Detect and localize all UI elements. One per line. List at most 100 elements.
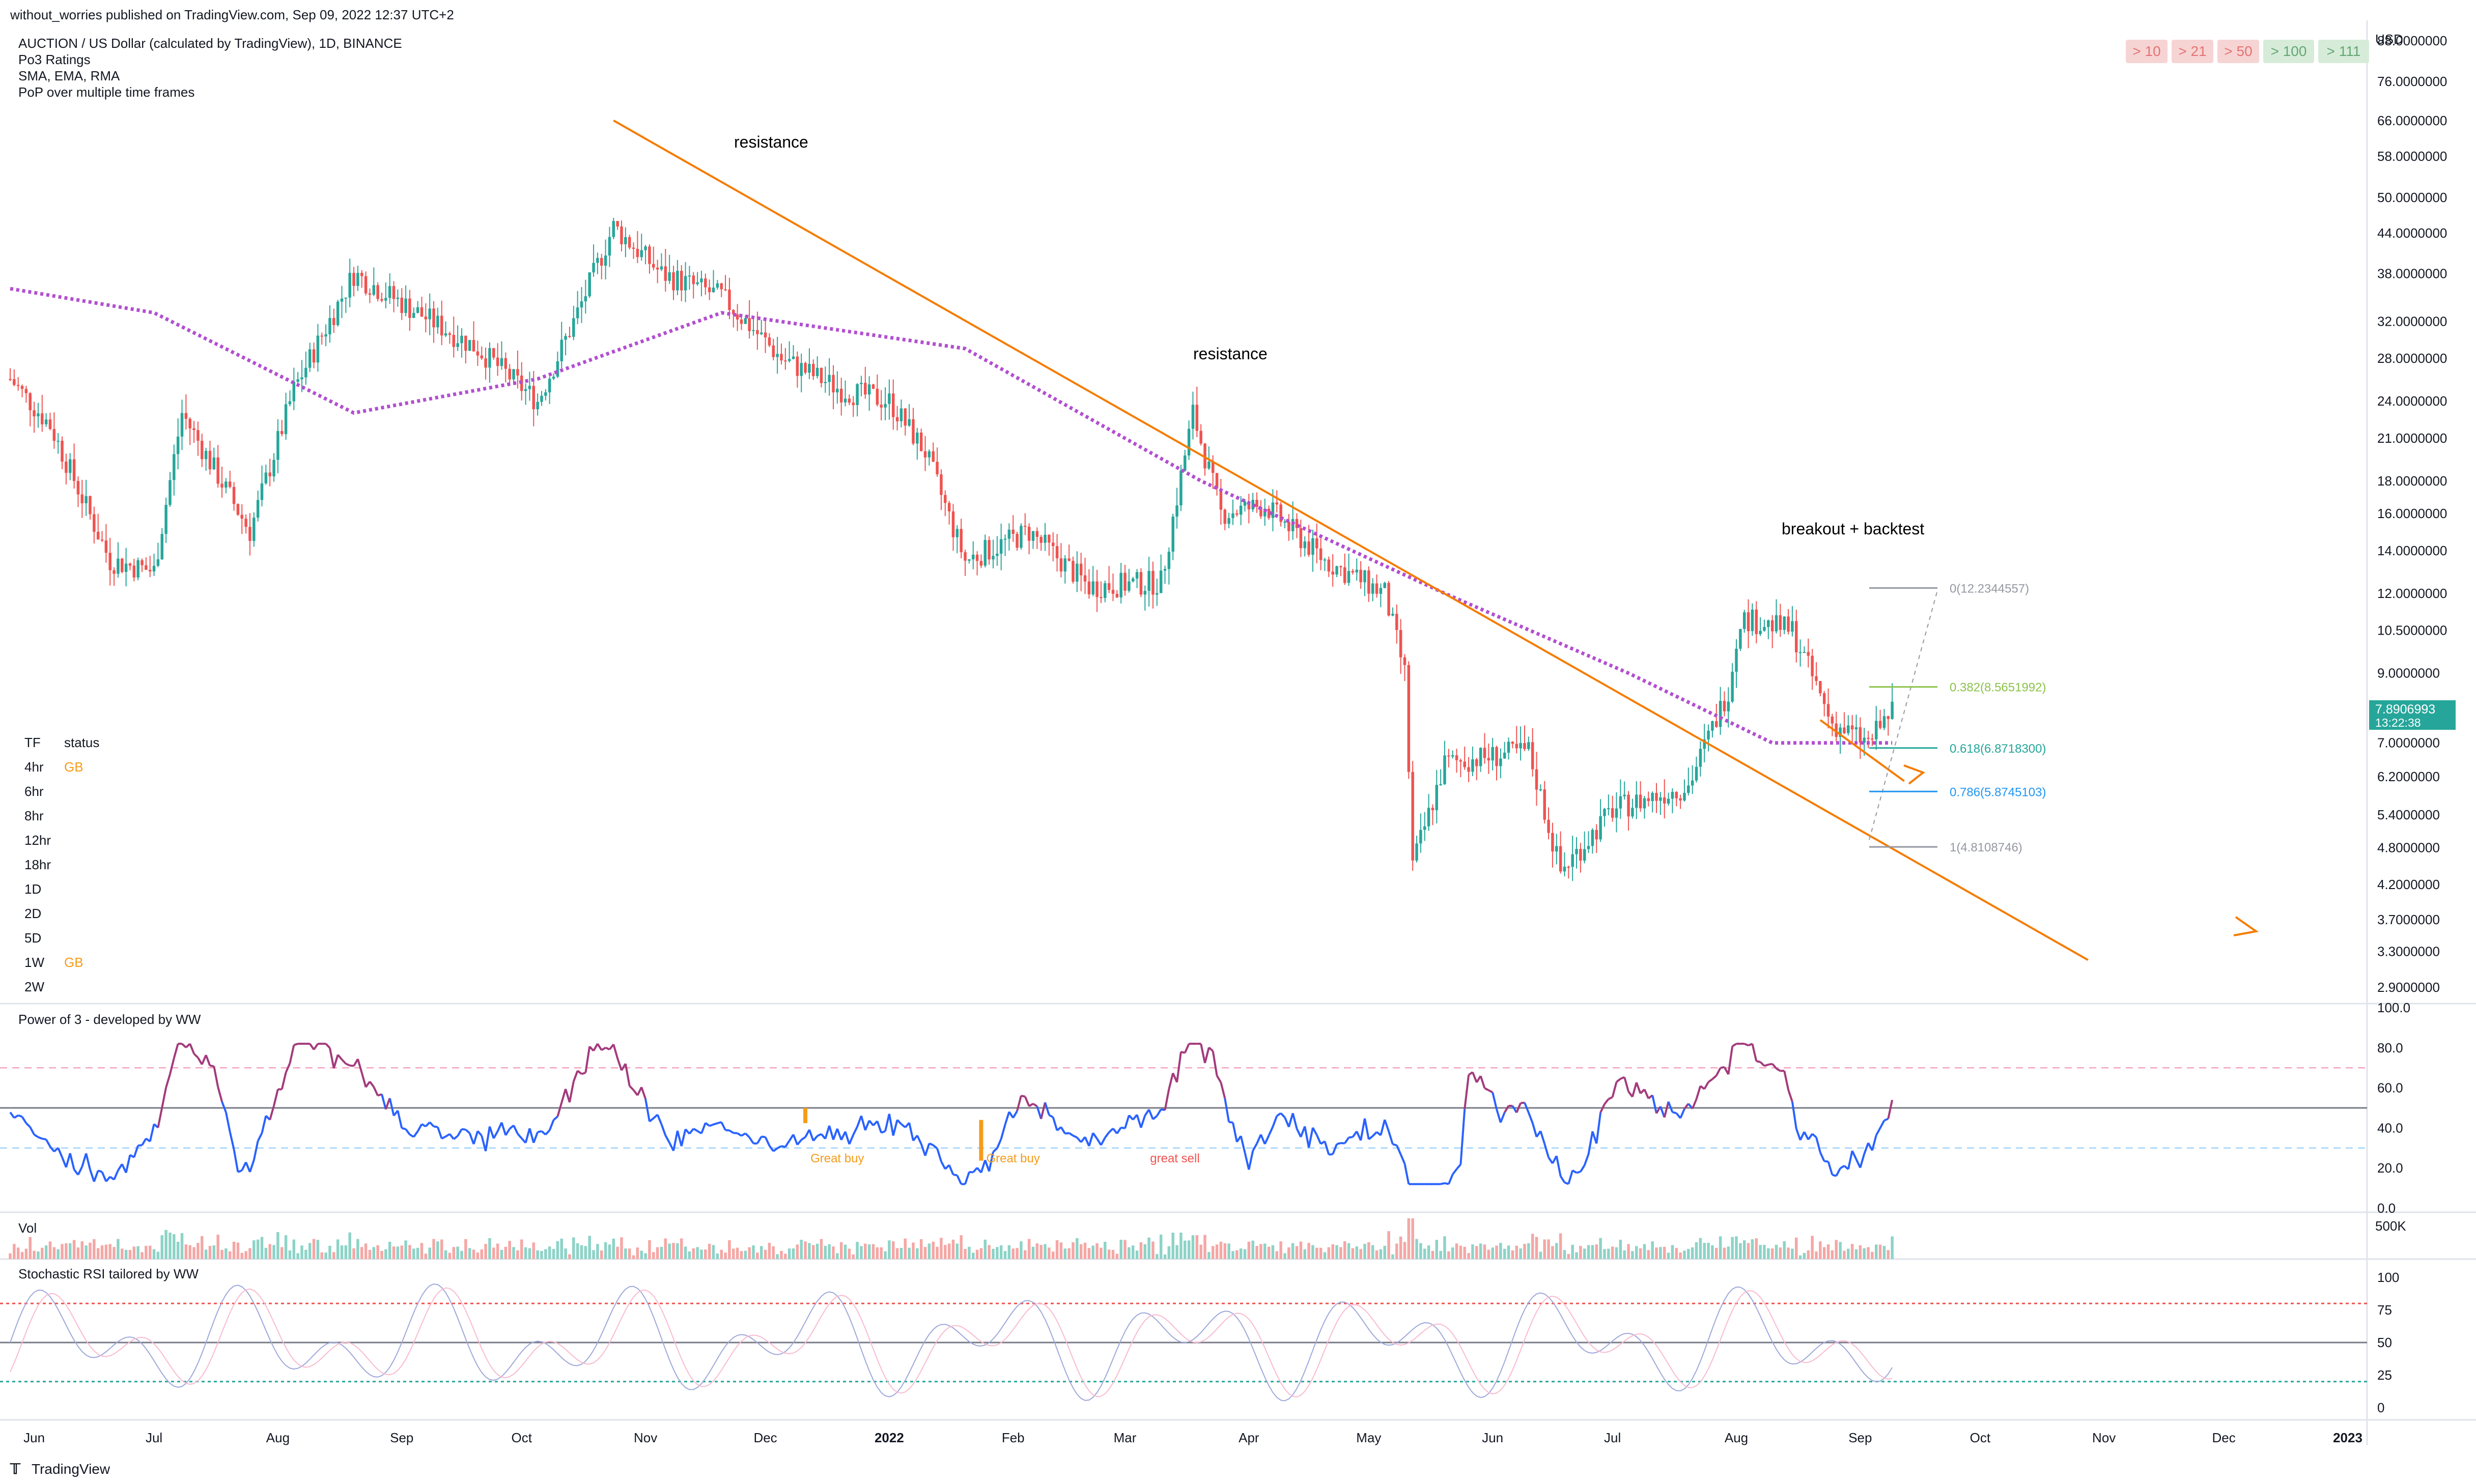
candle-body [320,335,324,337]
status-row-tf: 2W [24,979,44,994]
indicator-3[interactable]: PoP over multiple time frames [18,84,194,100]
volume-bar [1195,1235,1199,1259]
volume-bar [1691,1247,1694,1259]
volume-bar [1607,1248,1610,1259]
volume-bar [815,1243,819,1259]
indicator-2[interactable]: SMA, EMA, RMA [18,68,120,83]
annotation-resistance-2[interactable]: resistance [1193,345,1268,363]
time-axis[interactable]: Jun Jul Aug Sep Oct Nov Dec 2022 Feb Mar Apr May Jun… [23,1430,2362,1445]
volume-bar [68,1243,72,1259]
volume-bar [89,1242,92,1259]
candle-body [85,496,88,503]
volume-bar [1471,1244,1474,1259]
time-tick: Apr [1239,1430,1259,1445]
candle-body [955,529,959,537]
volume-bar [1095,1243,1099,1259]
fib-trend-line[interactable] [1869,590,1938,840]
volume-bar [212,1245,216,1259]
osc-tick: 20.0 [2377,1160,2403,1176]
backtest-arrow[interactable] [1819,719,1905,782]
volume-bar [744,1250,747,1259]
status-row-tf: 4hr [24,759,44,775]
rating-button[interactable]: > 111 [2318,40,2369,63]
candle-body [1447,755,1450,757]
osc-segment [1847,1150,1853,1169]
candle-body [1871,738,1874,740]
osc-segment [756,1136,763,1144]
annotation-resistance-1[interactable]: resistance [734,133,808,151]
volume-bar [1539,1251,1542,1259]
candle-body [196,430,200,441]
candle-body [260,483,264,500]
candle-body [1479,748,1482,766]
price-axis[interactable]: 88.0000000 76.0000000 66.0000000 58.0000000… [2377,33,2447,995]
candle-body [1327,559,1331,572]
volume-bar [173,1234,176,1259]
rating-button[interactable]: > 50 [2217,40,2259,63]
candle-body [895,417,899,421]
osc-segment [597,1043,603,1051]
osc-segment [709,1123,714,1127]
trendline-resistance[interactable] [613,120,2089,961]
osc-segment [1364,1118,1370,1140]
osc-segment [1672,1111,1677,1115]
volume-bar [1119,1240,1122,1259]
candle-body [644,246,647,250]
rating-button[interactable]: > 21 [2172,40,2213,63]
candle-body [1403,657,1406,665]
vol-panel-title[interactable]: Vol [18,1220,37,1236]
volume-bar [652,1252,655,1259]
osc-segment [984,1159,991,1172]
candle-body [1039,536,1043,543]
candle-body [492,348,495,358]
rating-button[interactable]: > 10 [2126,40,2168,63]
osc-segment [700,1122,707,1134]
osc-segment [409,1133,414,1138]
osc-segment [664,1135,670,1144]
volume-bar [124,1249,128,1259]
candle-body [1739,629,1742,649]
volume-bar [999,1245,1003,1259]
candle-body [1031,531,1035,541]
rating-button[interactable]: > 100 [2263,40,2314,63]
indicator-1[interactable]: Po3 Ratings [18,52,91,67]
status-row-tf: 6hr [24,784,44,799]
osc-segment [553,1116,558,1121]
candle-body [300,377,303,380]
annotation-breakout[interactable]: breakout + backtest [1782,520,1924,538]
osc-segment [1887,1099,1894,1119]
osc-segment [1764,1064,1769,1067]
volume-bar [740,1251,743,1259]
candle-body [1311,538,1314,555]
volume-bar [1072,1242,1075,1259]
drawings-layer[interactable]: 0(12.2344557) 0.382(8.5651992) 0.618(6.871… [613,120,2259,961]
candle-body [728,289,731,310]
candle-body [1775,615,1778,632]
volume-bar [676,1243,679,1259]
symbol-title[interactable]: AUCTION / US Dollar (calculated by Tradi… [18,36,402,51]
volume-bar [1747,1243,1750,1259]
volume-bar [1878,1244,1882,1259]
volume-bar [13,1244,16,1259]
volume-bar [1223,1243,1227,1259]
osc-segment [1036,1106,1043,1120]
candle-body [20,386,24,389]
osc-segment [197,1057,203,1065]
candle-body [1095,581,1099,597]
candle-body [1543,789,1546,820]
stoch-panel-title[interactable]: Stochastic RSI tailored by WW [18,1266,199,1281]
candle-body [1215,473,1219,489]
volume-bar [512,1247,515,1259]
volume-bar [1291,1243,1295,1259]
power-panel-title[interactable]: Power of 3 - developed by WW [18,1012,201,1027]
osc-segment [565,1089,571,1103]
candle-body [1867,737,1870,739]
candle-body [1363,570,1366,583]
volume-bar [996,1247,999,1259]
osc-segment [1048,1114,1054,1119]
osc-segment [1732,1043,1737,1047]
backtest-arrow-head-icon [1903,764,1926,785]
candle-body [927,451,931,458]
candle-body [1715,721,1718,727]
candle-body [1147,570,1150,591]
